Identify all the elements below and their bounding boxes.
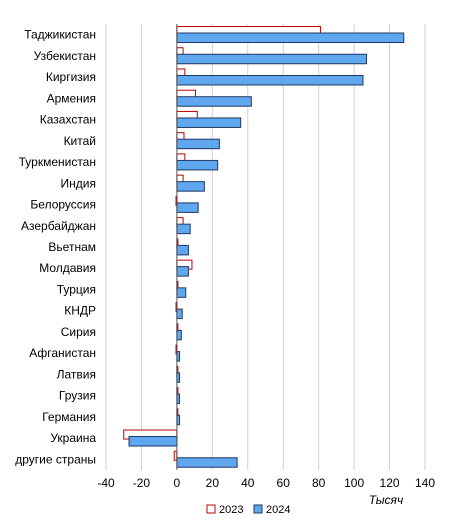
x-tick-label: 60 (277, 476, 291, 490)
category-label: Индия (61, 176, 96, 190)
category-label: Украина (50, 431, 96, 445)
category-label: КНДР (64, 304, 96, 318)
bar-2024 (176, 117, 242, 128)
bar-2024 (128, 436, 178, 447)
x-tick-label: 40 (241, 476, 255, 490)
bar-2024 (176, 329, 182, 341)
category-labels: Таджикистан Узбекистан Киргизия Армения Каза… (15, 28, 96, 467)
x-tick-label: 140 (415, 476, 435, 490)
tick-labels: -40 -20 0 20 40 60 80 100 120 140 (97, 476, 435, 490)
category-label: Латвия (57, 367, 96, 381)
bar-2024 (176, 74, 364, 86)
grid-lines (105, 24, 426, 470)
legend-swatch-2024 (253, 504, 263, 514)
bar-2024 (176, 181, 205, 192)
category-label: Вьетнам (48, 240, 96, 254)
bar-2024 (176, 223, 191, 235)
bar-2024 (176, 202, 199, 213)
category-label: Молдавия (39, 261, 96, 275)
category-label: Китай (64, 134, 96, 148)
bar-2024 (176, 32, 405, 43)
category-label: Киргизия (46, 70, 96, 84)
x-axis-title: Тысяч (369, 493, 403, 507)
bar-2024 (176, 96, 252, 107)
x-tick-label: 0 (174, 476, 181, 490)
category-label: Армения (47, 91, 96, 105)
legend-swatch-2023 (206, 504, 216, 514)
bar-2024 (176, 308, 183, 320)
legend-label-2024: 2024 (266, 504, 290, 516)
legend-label-2023: 2023 (219, 504, 243, 516)
x-tick-label: -40 (97, 476, 115, 490)
category-label: Таджикистан (24, 28, 96, 42)
bar-2024 (176, 244, 189, 256)
bar-2024 (176, 138, 220, 150)
bar-2024 (176, 159, 219, 171)
category-label: Белоруссия (30, 198, 96, 212)
x-tick-label: -20 (133, 476, 151, 490)
category-label: Узбекистан (34, 49, 96, 63)
category-label: Азербайджан (21, 219, 96, 233)
x-tick-label: 120 (380, 476, 400, 490)
x-tick-label: 20 (206, 476, 220, 490)
x-tick-label: 100 (344, 476, 364, 490)
bars (123, 26, 405, 468)
category-label: Афганистан (29, 346, 96, 360)
category-label: Туркменистан (19, 155, 96, 169)
bar-2024 (176, 53, 368, 65)
category-label: Германия (42, 410, 96, 424)
category-label: Грузия (59, 389, 96, 403)
bar-2024 (176, 287, 187, 298)
category-label: Сирия (61, 325, 96, 339)
category-label: Казахстан (40, 113, 96, 127)
category-label: другие страны (15, 452, 96, 466)
x-tick-label: 80 (312, 476, 326, 490)
bar-2024 (176, 457, 238, 468)
category-label: Турция (57, 282, 96, 296)
legend: 2023 2024 (206, 504, 290, 516)
bar-2024 (176, 266, 189, 277)
